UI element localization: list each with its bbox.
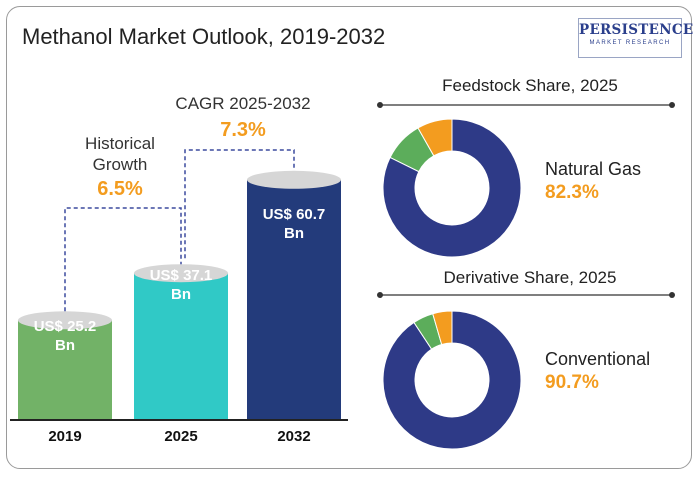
bar-2025 — [134, 273, 228, 420]
derivative-divider-dot-left — [377, 292, 383, 298]
bar-top-2019 — [18, 311, 112, 330]
donut-feedstock-slice-2 — [417, 118, 453, 157]
donut-feedstock-slice-0 — [382, 118, 522, 258]
derivative-title: Derivative Share, 2025 — [443, 268, 617, 287]
x-tick-2025: 2025 — [164, 428, 198, 445]
bar-2032 — [247, 179, 341, 420]
bar-value-label-2019: US$ 25.2 Bn — [33, 318, 97, 354]
feedstock-highlight-value: 82.3% — [545, 182, 599, 203]
brand-logo: PERSISTENCE MARKET RESEARCH — [578, 18, 694, 58]
derivative-highlight-value: 90.7% — [545, 372, 599, 393]
feedstock-title: Feedstock Share, 2025 — [442, 76, 618, 95]
derivative-divider-dot-right — [669, 292, 675, 298]
cagr-connector — [184, 149, 295, 259]
historical-growth-text: Historical Growth — [85, 134, 155, 174]
x-tick-2032: 2032 — [277, 428, 311, 445]
feedstock-divider-dot-left — [377, 102, 383, 108]
historical-growth-label: Historical Growth — [70, 133, 170, 175]
feedstock-divider-dot-right — [669, 102, 675, 108]
chart-frame — [6, 6, 692, 469]
historical-growth-connector — [64, 207, 182, 312]
bar-top-2032 — [247, 170, 341, 189]
donut-derivative-slice-0 — [382, 310, 522, 450]
cagr-label: CAGR 2025-2032 — [175, 94, 311, 113]
bar-value-label-2025: US$ 37.1 Bn — [149, 267, 213, 303]
page-title: Methanol Market Outlook, 2019-2032 — [22, 24, 386, 49]
logo-sub-text: MARKET RESEARCH — [589, 40, 671, 46]
donut-derivative-slice-2 — [432, 310, 453, 346]
bar-top-2025 — [134, 264, 228, 283]
feedstock-highlight-label: Natural Gas — [545, 159, 642, 179]
logo-main-text: PERSISTENCE — [579, 22, 694, 38]
derivative-highlight-label: Conventional — [545, 349, 651, 369]
bar-2019 — [18, 320, 112, 420]
historical-growth-value: 6.5% — [97, 178, 143, 200]
cagr-value: 7.3% — [220, 119, 266, 141]
x-tick-2019: 2019 — [48, 428, 82, 445]
bar-value-label-2032: US$ 60.7 Bn — [262, 206, 326, 242]
